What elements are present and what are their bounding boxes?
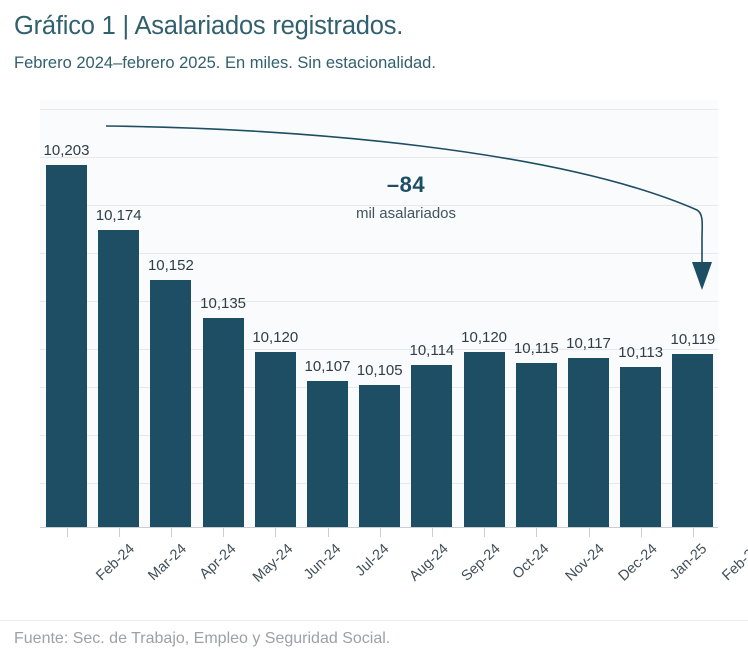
x-axis-tick <box>588 528 590 537</box>
x-axis-label-jan-25: Jan-25 <box>666 541 710 583</box>
x-axis-tick <box>275 528 277 537</box>
x-axis-label-mar-24: Mar-24 <box>145 541 190 585</box>
x-axis-tick <box>327 528 329 537</box>
gridline <box>40 301 718 302</box>
chart-subtitle: Febrero 2024–febrero 2025. En miles. Sin… <box>14 54 436 72</box>
x-axis-label-dec-24: Dec-24 <box>615 541 661 585</box>
footer-divider <box>0 620 748 621</box>
x-axis-tick <box>692 528 694 537</box>
x-axis-label-jun-24: Jun-24 <box>301 541 345 583</box>
gridline <box>40 349 718 350</box>
x-axis-tick <box>118 528 120 537</box>
x-axis-label-may-24: May-24 <box>250 541 297 586</box>
gridline <box>40 109 718 110</box>
page-title: Gráfico 1 | Asalariados registrados. <box>14 12 404 40</box>
gridline <box>40 483 718 484</box>
x-axis-tick <box>66 528 68 537</box>
gridline <box>40 435 718 436</box>
plot-area <box>40 100 718 528</box>
gridline <box>40 253 718 254</box>
x-axis-tick <box>484 528 486 537</box>
gridline <box>40 387 718 388</box>
x-axis-tick <box>640 528 642 537</box>
gridline <box>40 205 718 206</box>
x-axis-label-jul-24: Jul-24 <box>352 541 392 580</box>
x-axis-tick <box>536 528 538 537</box>
x-axis-label-apr-24: Apr-24 <box>196 541 240 583</box>
x-axis-label-sep-24: Sep-24 <box>458 541 504 585</box>
x-axis-tick <box>379 528 381 537</box>
chart-header: Gráfico 1 | Asalariados registrados. Feb… <box>0 0 748 92</box>
x-axis-tick <box>170 528 172 537</box>
x-axis-line <box>40 527 718 528</box>
x-axis-label-aug-24: Aug-24 <box>406 541 452 585</box>
x-axis-tick <box>431 528 433 537</box>
x-axis-label-oct-24: Oct-24 <box>509 541 553 583</box>
gridline <box>40 157 718 158</box>
x-axis-label-feb-24: Feb-24 <box>92 541 138 585</box>
source-note: Fuente: Sec. de Trabajo, Empleo y Seguri… <box>14 630 391 647</box>
x-axis-label-nov-24: Nov-24 <box>562 541 608 585</box>
x-axis-label-feb-25: Feb-25 <box>719 541 748 585</box>
x-axis-tick <box>223 528 225 537</box>
